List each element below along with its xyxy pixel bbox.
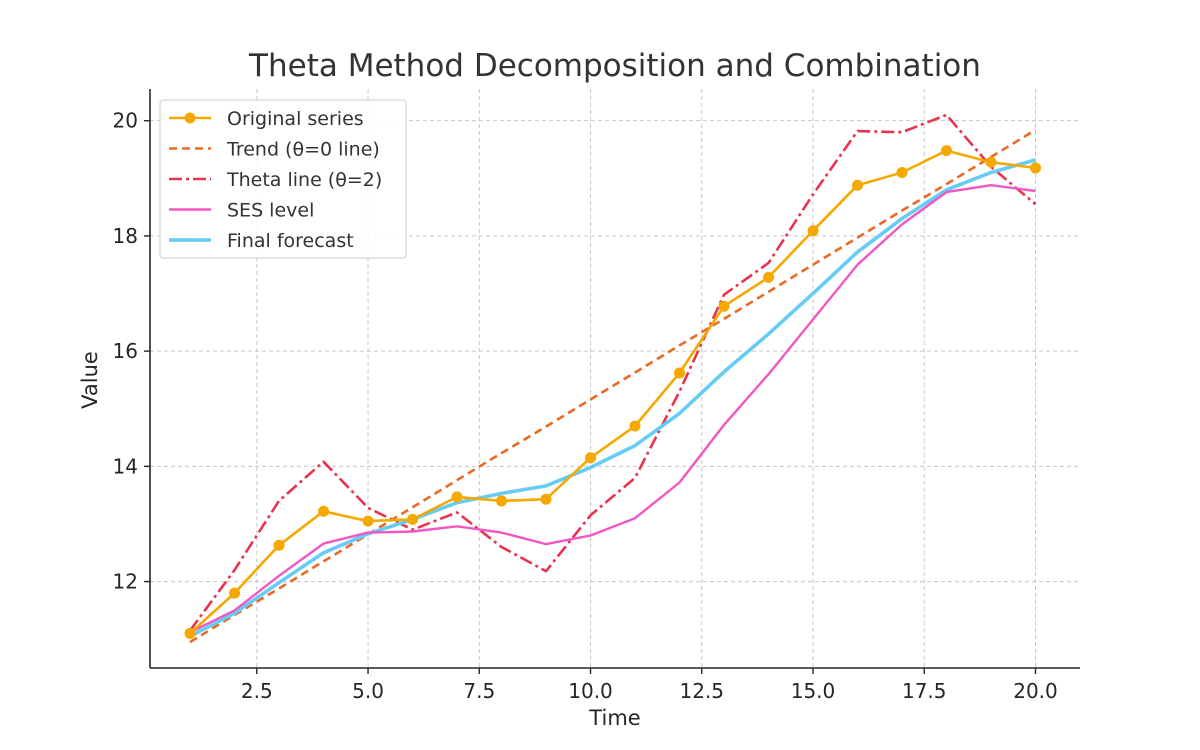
data-point [362, 515, 374, 527]
data-point [674, 367, 686, 379]
series-line-trend-0-line [189, 128, 1037, 644]
y-tick-label: 16 [113, 339, 138, 363]
data-point [1030, 162, 1042, 174]
data-point [184, 627, 196, 639]
data-point [318, 505, 330, 517]
data-point [273, 539, 285, 551]
legend-box [159, 99, 407, 259]
x-tick-label: 5.0 [352, 679, 384, 703]
data-point [763, 271, 775, 283]
legend-entry-label: SES level [227, 200, 314, 222]
y-tick-label: 18 [113, 224, 138, 248]
x-tick-label: 12.5 [680, 679, 725, 703]
data-point [496, 495, 508, 507]
data-point [407, 513, 419, 525]
data-point [585, 452, 597, 464]
y-ticks: 12 14 16 18 20 [113, 109, 150, 594]
axes [149, 89, 1080, 669]
x-tick-label: 15.0 [791, 679, 836, 703]
x-axis-label: Time [588, 706, 640, 730]
legend-entry-label: Final forecast [227, 230, 354, 252]
data-point [985, 156, 997, 168]
x-tick-label: 7.5 [463, 679, 495, 703]
legend-entry-label: Trend (θ=0 line) [226, 139, 380, 161]
legend: Original series Trend (θ=0 line) Theta lin… [159, 99, 407, 259]
x-tick-label: 20.0 [1013, 679, 1058, 703]
y-tick-label: 20 [113, 109, 138, 133]
legend-marker [184, 112, 196, 124]
y-tick-label: 14 [113, 454, 138, 478]
data-point [718, 300, 730, 312]
series-line-final-forecast [189, 158, 1036, 638]
series-line-theta-line-2 [188, 113, 1037, 632]
data-point [229, 587, 241, 599]
data-point [807, 225, 819, 237]
x-ticks: 2.5 5.0 7.5 10.0 12.5 15.0 17.5 20.0 [241, 668, 1058, 703]
data-point [941, 145, 953, 157]
chart-title: Theta Method Decomposition and Combinati… [248, 48, 981, 84]
data-point [451, 491, 463, 503]
data-point [629, 420, 641, 432]
data-point [896, 167, 908, 179]
y-axis-label: Value [78, 351, 102, 409]
series-layer [184, 113, 1042, 644]
legend-entry-label: Theta line (θ=2) [226, 169, 382, 191]
legend-entry-label: Original series [227, 108, 364, 130]
x-tick-label: 10.0 [568, 679, 613, 703]
x-tick-label: 2.5 [241, 679, 273, 703]
y-tick-label: 12 [113, 570, 138, 594]
series-line-original-series [189, 149, 1036, 635]
data-point [852, 179, 864, 191]
x-tick-label: 17.5 [902, 679, 947, 703]
data-point [540, 493, 552, 505]
series-line-ses-level [189, 183, 1036, 634]
